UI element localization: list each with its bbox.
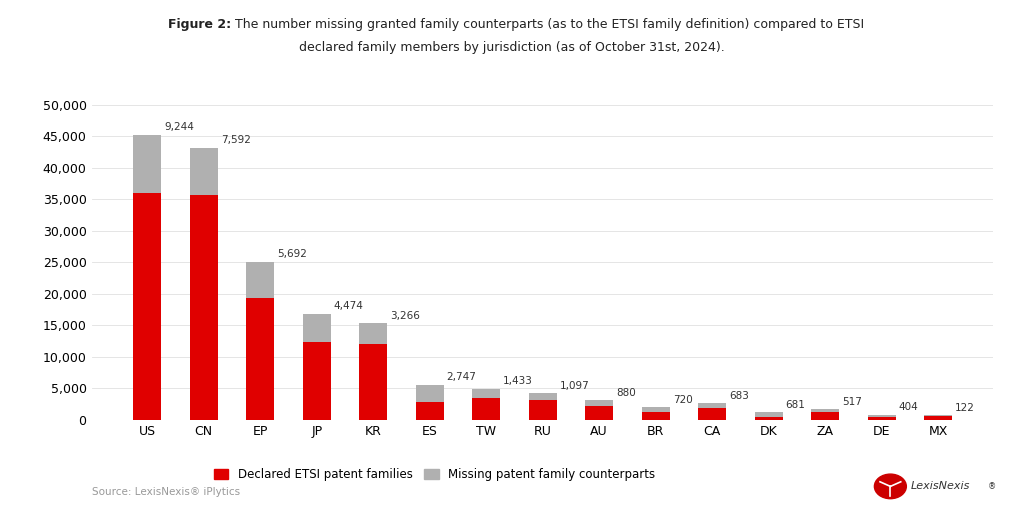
Text: Figure 2: The number missing granted family counterparts (as to the ETSI family : Figure 2: The number missing granted fam… bbox=[168, 18, 856, 31]
Bar bbox=[924, 415, 952, 416]
Bar bbox=[585, 406, 613, 420]
Bar bbox=[585, 400, 613, 406]
Text: The number missing granted family counterparts (as to the ETSI family definition: The number missing granted family counte… bbox=[231, 18, 864, 31]
Bar bbox=[528, 393, 557, 400]
Text: 1,097: 1,097 bbox=[560, 381, 590, 391]
Text: 1,433: 1,433 bbox=[503, 376, 534, 387]
Text: 9,244: 9,244 bbox=[164, 122, 195, 133]
Text: 720: 720 bbox=[673, 395, 692, 404]
Bar bbox=[246, 297, 274, 420]
Bar bbox=[416, 385, 443, 402]
Bar bbox=[472, 389, 501, 398]
Bar bbox=[189, 147, 218, 196]
Text: 683: 683 bbox=[729, 391, 749, 401]
Bar bbox=[303, 342, 331, 420]
Bar bbox=[867, 417, 896, 420]
Bar bbox=[867, 415, 896, 417]
Text: Figure 2:: Figure 2: bbox=[168, 18, 231, 31]
Text: 4,474: 4,474 bbox=[334, 302, 364, 311]
Text: 517: 517 bbox=[842, 397, 862, 407]
Text: ®: ® bbox=[987, 482, 995, 491]
Text: 681: 681 bbox=[785, 400, 806, 410]
Bar bbox=[755, 417, 782, 420]
Text: 7,592: 7,592 bbox=[221, 135, 251, 145]
Text: 3,266: 3,266 bbox=[390, 311, 420, 321]
Text: LexisNexis: LexisNexis bbox=[910, 481, 970, 492]
Bar bbox=[303, 314, 331, 342]
Bar bbox=[642, 412, 670, 420]
Text: 880: 880 bbox=[616, 388, 636, 398]
Bar bbox=[472, 398, 501, 420]
Text: Source: LexisNexis® iPlytics: Source: LexisNexis® iPlytics bbox=[92, 486, 241, 497]
Bar bbox=[642, 407, 670, 412]
Text: Figure 2:: Figure 2: bbox=[168, 18, 231, 31]
Legend: Declared ETSI patent families, Missing patent family counterparts: Declared ETSI patent families, Missing p… bbox=[209, 463, 659, 486]
Bar bbox=[189, 196, 218, 420]
Bar bbox=[755, 412, 782, 417]
Text: 122: 122 bbox=[955, 403, 975, 413]
Bar bbox=[246, 262, 274, 297]
Bar bbox=[698, 408, 726, 420]
Text: 5,692: 5,692 bbox=[278, 249, 307, 259]
Bar bbox=[416, 402, 443, 420]
Bar bbox=[133, 135, 162, 193]
Bar bbox=[811, 412, 840, 420]
Bar bbox=[359, 324, 387, 344]
Bar bbox=[528, 400, 557, 420]
Bar bbox=[133, 193, 162, 420]
Bar bbox=[924, 416, 952, 420]
Bar bbox=[811, 409, 840, 412]
Text: 2,747: 2,747 bbox=[446, 372, 476, 382]
Circle shape bbox=[874, 474, 906, 499]
Bar bbox=[698, 403, 726, 408]
Text: 404: 404 bbox=[899, 402, 919, 412]
Text: declared family members by jurisdiction (as of October 31st, 2024).: declared family members by jurisdiction … bbox=[299, 41, 725, 54]
Bar bbox=[359, 344, 387, 420]
